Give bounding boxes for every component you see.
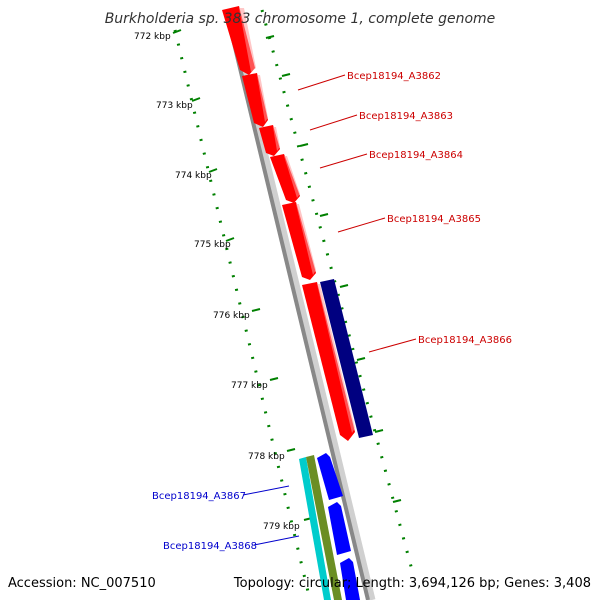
tick-label-775: 775 kbp (194, 240, 231, 250)
gene-arrow-a3862-prev[interactable] (222, 6, 255, 75)
tick-label-774: 774 kbp (175, 171, 212, 181)
gene-label-a3866[interactable]: Bcep18194_A3866 (418, 335, 512, 346)
tick-label-779: 779 kbp (263, 522, 300, 532)
gene-label-a3868[interactable]: Bcep18194_A3868 (163, 541, 257, 552)
gene-label-a3862[interactable]: Bcep18194_A3862 (347, 71, 441, 82)
tick-label-777: 777 kbp (231, 381, 268, 391)
gene-arrow-a3866[interactable] (302, 282, 355, 441)
gene-arrow-a3868[interactable] (328, 502, 351, 555)
backbone (224, 9, 370, 600)
gene-label-a3865[interactable]: Bcep18194_A3865 (387, 214, 481, 225)
gene-label-a3867[interactable]: Bcep18194_A3867 (152, 491, 246, 502)
major-ticks-inner (172, 29, 313, 521)
reverse-cds-track (222, 6, 355, 441)
tick-label-776: 776 kbp (213, 311, 250, 321)
gene-arrow-a3862[interactable] (242, 73, 268, 127)
tick-label-773: 773 kbp (156, 101, 193, 111)
gene-arrow-a3869[interactable] (340, 558, 360, 600)
major-ticks-outer (265, 35, 402, 503)
map-title: Burkholderia sp. 383 chromosome 1, compl… (105, 11, 496, 27)
gene-label-a3864[interactable]: Bcep18194_A3864 (369, 150, 463, 161)
forward-feature-olive (306, 455, 342, 600)
gene-arrow-a3865[interactable] (282, 202, 316, 280)
forward-feature-cyan (299, 457, 331, 600)
gene-label-a3863[interactable]: Bcep18194_A3863 (359, 111, 453, 122)
tick-label-772: 772 kbp (134, 32, 171, 42)
accession-text: Accession: NC_007510 (8, 576, 156, 591)
tick-label-778: 778 kbp (248, 452, 285, 462)
forward-label-leaders (242, 485, 300, 546)
reverse-feature-bar (320, 279, 373, 438)
genome-summary-text: Topology: circular; Length: 3,694,126 bp… (233, 576, 591, 591)
reverse-label-leaders (297, 74, 417, 353)
gene-arrow-a3864[interactable] (270, 154, 300, 203)
gene-arrow-a3867[interactable] (317, 453, 343, 500)
